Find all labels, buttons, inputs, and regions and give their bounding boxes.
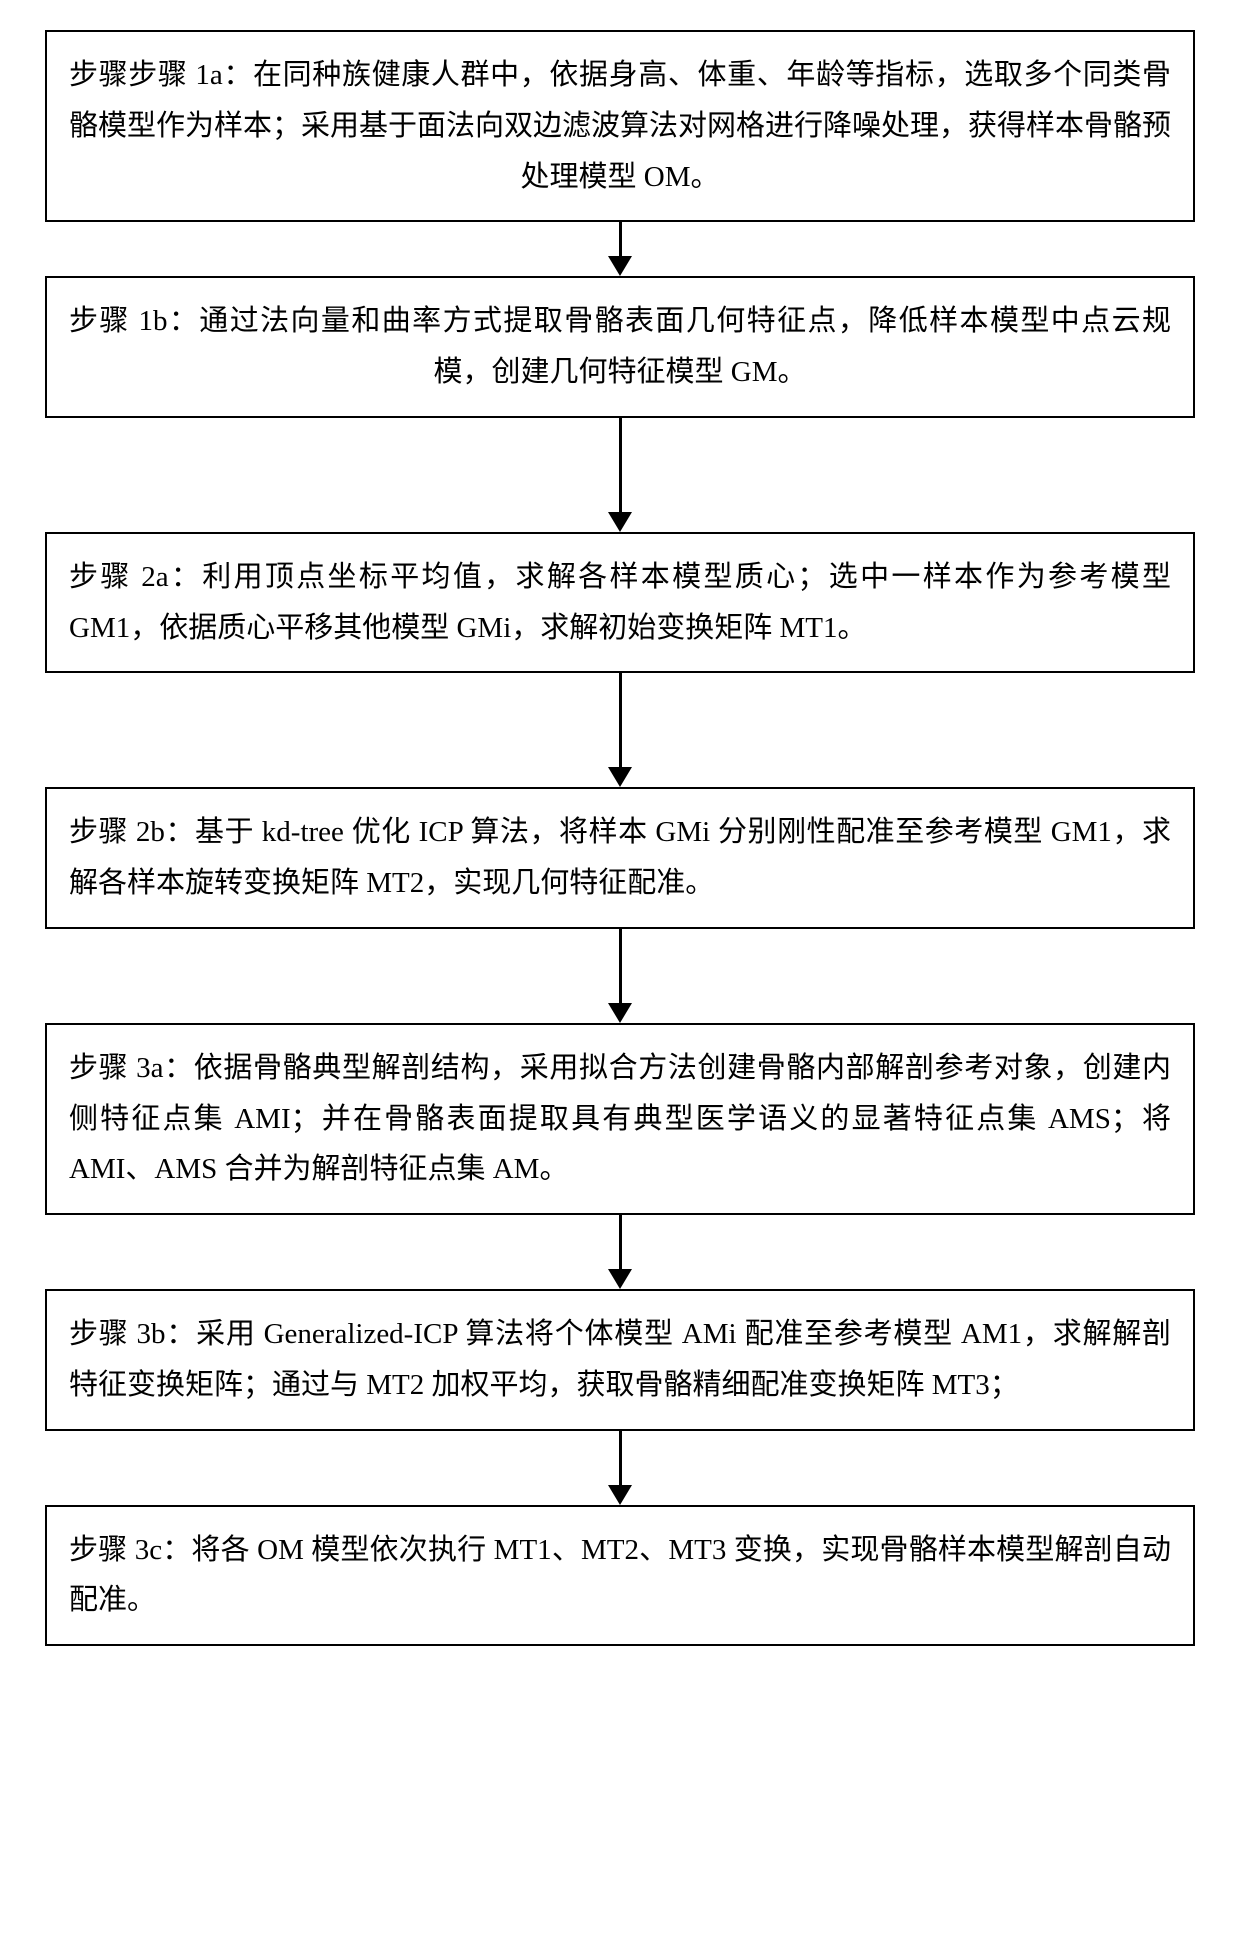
- arrow-line: [619, 222, 622, 257]
- step-1a-text: 步骤步骤 1a：在同种族健康人群中，依据身高、体重、年龄等指标，选取多个同类骨骼…: [69, 59, 1171, 193]
- step-2b-text: 步骤 2b：基于 kd-tree 优化 ICP 算法，将样本 GMi 分别刚性配…: [69, 816, 1171, 899]
- flowchart-box-step-3c: 步骤 3c：将各 OM 模型依次执行 MT1、MT2、MT3 变换，实现骨骼样本…: [45, 1505, 1195, 1647]
- arrow-head-icon: [608, 256, 632, 276]
- flowchart-box-step-3a: 步骤 3a：依据骨骼典型解剖结构，采用拟合方法创建骨骼内部解剖参考对象，创建内侧…: [45, 1023, 1195, 1215]
- arrow-line: [619, 673, 622, 768]
- arrow-1: [608, 222, 632, 276]
- arrow-6: [608, 1431, 632, 1505]
- arrow-line: [619, 418, 622, 513]
- arrow-head-icon: [608, 512, 632, 532]
- flowchart-box-step-2b: 步骤 2b：基于 kd-tree 优化 ICP 算法，将样本 GMi 分别刚性配…: [45, 787, 1195, 929]
- step-3c-text: 步骤 3c：将各 OM 模型依次执行 MT1、MT2、MT3 变换，实现骨骼样本…: [69, 1534, 1171, 1617]
- arrow-head-icon: [608, 767, 632, 787]
- arrow-line: [619, 1431, 622, 1486]
- flowchart-box-step-2a: 步骤 2a：利用顶点坐标平均值，求解各样本模型质心；选中一样本作为参考模型 GM…: [45, 532, 1195, 674]
- arrow-head-icon: [608, 1485, 632, 1505]
- arrow-head-icon: [608, 1003, 632, 1023]
- arrow-line: [619, 1215, 622, 1270]
- step-3b-text: 步骤 3b：采用 Generalized-ICP 算法将个体模型 AMi 配准至…: [69, 1318, 1171, 1401]
- arrow-5: [608, 1215, 632, 1289]
- flowchart-box-step-1a: 步骤步骤 1a：在同种族健康人群中，依据身高、体重、年龄等指标，选取多个同类骨骼…: [45, 30, 1195, 222]
- arrow-3: [608, 673, 632, 787]
- arrow-line: [619, 929, 622, 1004]
- step-1b-text: 步骤 1b：通过法向量和曲率方式提取骨骼表面几何特征点，降低样本模型中点云规模，…: [69, 305, 1171, 388]
- arrow-4: [608, 929, 632, 1023]
- flowchart-box-step-3b: 步骤 3b：采用 Generalized-ICP 算法将个体模型 AMi 配准至…: [45, 1289, 1195, 1431]
- arrow-2: [608, 418, 632, 532]
- step-2a-text: 步骤 2a：利用顶点坐标平均值，求解各样本模型质心；选中一样本作为参考模型 GM…: [69, 561, 1171, 644]
- arrow-head-icon: [608, 1269, 632, 1289]
- step-3a-text: 步骤 3a：依据骨骼典型解剖结构，采用拟合方法创建骨骼内部解剖参考对象，创建内侧…: [69, 1052, 1171, 1186]
- flowchart-container: 步骤步骤 1a：在同种族健康人群中，依据身高、体重、年龄等指标，选取多个同类骨骼…: [40, 30, 1200, 1646]
- flowchart-box-step-1b: 步骤 1b：通过法向量和曲率方式提取骨骼表面几何特征点，降低样本模型中点云规模，…: [45, 276, 1195, 418]
